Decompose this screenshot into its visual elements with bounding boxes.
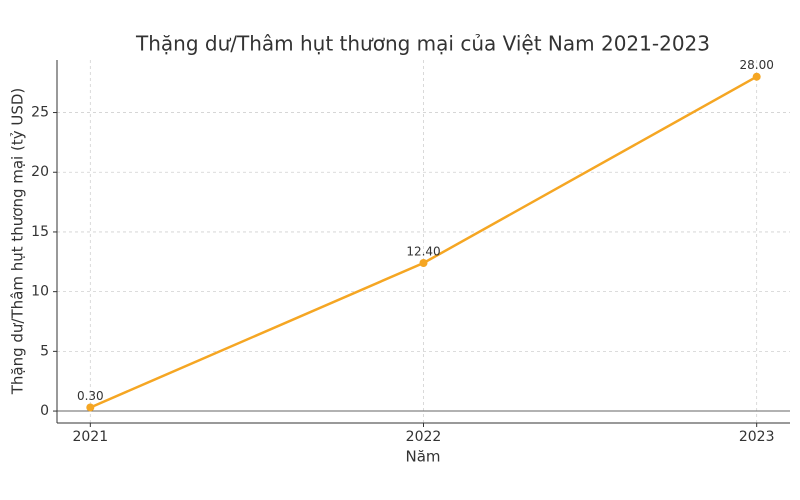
x-tick-label: 2023	[739, 429, 775, 445]
data-label: 28.00	[740, 58, 774, 72]
y-tick-label: 20	[31, 164, 49, 180]
y-axis-label: Thặng dư/Thâm hụt thương mại (tỷ USD)	[9, 88, 27, 396]
y-tick-label: 15	[31, 224, 49, 240]
x-axis-label: Năm	[405, 448, 440, 466]
y-tick-label: 10	[31, 284, 49, 300]
y-tick-label: 25	[31, 105, 49, 121]
x-tick-label: 2022	[406, 429, 442, 445]
data-point	[86, 403, 95, 412]
data-point	[419, 258, 428, 267]
data-point	[752, 72, 761, 81]
y-tick-label: 5	[40, 343, 49, 359]
y-tick-label: 0	[40, 403, 49, 419]
x-tick-label: 2021	[72, 429, 108, 445]
data-label: 0.30	[77, 389, 104, 403]
chart-title: Thặng dư/Thâm hụt thương mại của Việt Na…	[135, 32, 710, 56]
data-label: 12.40	[406, 244, 440, 258]
